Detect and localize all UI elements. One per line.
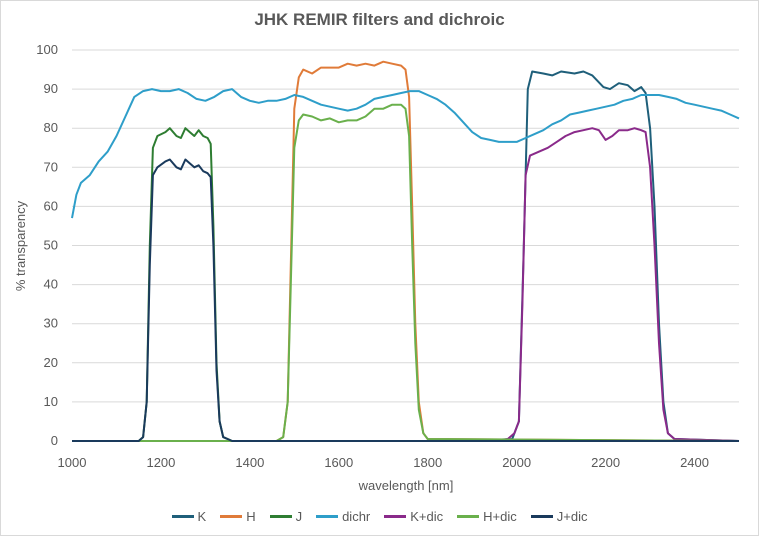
legend-label: H+dic xyxy=(483,509,517,524)
gridlines xyxy=(72,49,739,442)
x-tick-label: 1800 xyxy=(413,455,442,470)
legend-item: J+dic xyxy=(530,509,588,524)
y-tick-label: 30 xyxy=(44,316,58,331)
y-tick-labels: 0 10 20 30 40 50 60 70 80 90 100 xyxy=(36,42,58,448)
y-tick-label: 70 xyxy=(44,159,58,174)
series-line-j-dic xyxy=(72,158,739,442)
legend-swatch xyxy=(457,515,480,518)
y-tick-label: 90 xyxy=(44,81,58,96)
series-line-h xyxy=(72,60,740,442)
legend-label: J+dic xyxy=(556,509,588,524)
y-axis-title: % transparency xyxy=(13,200,28,291)
legend-item: J xyxy=(269,509,303,524)
x-tick-label: 2000 xyxy=(502,455,531,470)
x-tick-label: 1400 xyxy=(235,455,264,470)
x-axis-title: wavelength [nm] xyxy=(358,478,454,493)
legend-label: J xyxy=(295,509,303,524)
legend-item: H xyxy=(220,509,256,524)
legend-label: K+dic xyxy=(410,509,444,524)
y-tick-label: 0 xyxy=(51,433,58,448)
legend-swatch xyxy=(384,515,407,518)
x-tick-label: 2400 xyxy=(680,455,709,470)
legend-swatch xyxy=(269,515,292,518)
y-tick-label: 10 xyxy=(44,394,58,409)
x-tick-labels: 1000 1200 1400 1600 1800 2000 2200 2400 xyxy=(58,455,709,470)
y-tick-label: 60 xyxy=(44,198,58,213)
x-tick-label: 1600 xyxy=(324,455,353,470)
legend-item: dichr xyxy=(316,509,370,524)
legend-label: H xyxy=(246,509,256,524)
legend-item: K+dic xyxy=(384,509,443,524)
series-line-h-dic xyxy=(72,103,740,442)
x-tick-label: 1200 xyxy=(146,455,175,470)
y-tick-label: 50 xyxy=(44,238,58,253)
legend-swatch xyxy=(530,515,553,518)
series-line-k-dic xyxy=(72,127,740,442)
legend-swatch xyxy=(220,515,243,518)
series-line-k xyxy=(72,70,740,442)
series-line-dichr xyxy=(71,88,740,219)
legend-label: K xyxy=(197,509,207,524)
series-layer xyxy=(71,60,740,442)
y-tick-label: 40 xyxy=(44,277,58,292)
chart-title: JHK REMIR filters and dichroic xyxy=(254,10,505,29)
legend-item: H+dic xyxy=(457,509,517,524)
x-tick-label: 2200 xyxy=(591,455,620,470)
legend-label: dichr xyxy=(342,509,371,524)
legend-item: K xyxy=(171,509,207,524)
y-tick-label: 20 xyxy=(44,355,58,370)
legend-swatch xyxy=(316,515,339,518)
y-tick-label: 100 xyxy=(36,42,58,57)
x-tick-label: 1000 xyxy=(58,455,87,470)
legend-swatch xyxy=(171,515,194,518)
y-tick-label: 80 xyxy=(44,120,58,135)
